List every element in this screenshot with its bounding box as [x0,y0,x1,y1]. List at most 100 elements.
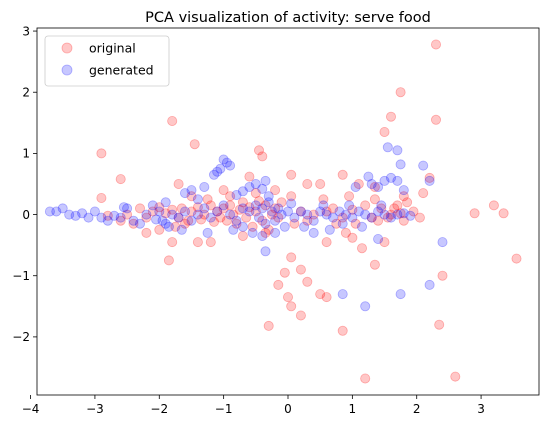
point-generated [89,206,100,217]
point-generated [253,212,264,223]
point-original [176,203,187,214]
point-generated [250,178,261,189]
point-generated [225,160,236,171]
series-original [96,39,522,384]
point-generated [128,215,139,226]
point-original [286,252,297,263]
point-original [225,200,236,211]
point-generated [109,210,120,221]
point-generated [244,206,255,217]
point-generated [244,181,255,192]
point-generated [379,175,390,186]
legend-label-generated: generated [89,63,154,78]
point-original [205,200,216,211]
point-generated [350,181,361,192]
point-generated [289,212,300,223]
point-generated [308,227,319,238]
point-original [469,208,480,219]
point-original [231,218,242,229]
point-generated [337,218,348,229]
point-generated [163,221,174,232]
point-generated [308,215,319,226]
point-generated [276,209,287,220]
point-generated [373,181,384,192]
point-original [328,203,339,214]
point-generated [64,209,75,220]
point-generated [228,224,239,235]
point-generated [257,183,268,194]
x-tick-label: 3 [477,402,485,416]
point-generated [376,200,387,211]
point-original [253,196,264,207]
point-original [331,218,342,229]
point-original [102,210,113,221]
x-tick-label: −2 [150,402,168,416]
point-generated [392,175,403,186]
point-original [385,209,396,220]
point-original [430,39,441,50]
point-generated [392,145,403,156]
point-generated [347,212,358,223]
point-generated [237,186,248,197]
legend-label-original: original [89,41,136,56]
point-original [385,111,396,122]
point-original [337,325,348,336]
series-generated [44,142,448,312]
point-generated [321,209,332,220]
point-generated [282,206,293,217]
point-original [128,218,139,229]
point-generated [398,208,409,219]
point-original [356,243,367,254]
point-generated [237,221,248,232]
point-generated [186,185,197,196]
point-original [289,218,300,229]
point-generated [302,209,313,220]
point-original [308,209,319,220]
point-generated [167,209,178,220]
point-generated [186,215,197,226]
point-generated [318,200,329,211]
point-generated [337,289,348,300]
point-original [263,320,274,331]
point-original [228,209,239,220]
point-original [347,204,358,215]
point-original [173,178,184,189]
point-generated [360,209,371,220]
point-original [418,188,429,199]
point-original [373,215,384,226]
point-generated [147,200,158,211]
point-generated [385,172,396,183]
point-generated [299,221,310,232]
point-generated [192,194,203,205]
point-original [192,202,203,213]
point-original [154,224,165,235]
point-original [286,301,297,312]
point-original [199,209,210,220]
point-original [450,371,461,382]
point-original [237,197,248,208]
y-tick-label: 0 [22,208,30,222]
point-original [189,139,200,150]
point-original [96,192,107,203]
point-original [263,224,274,235]
point-generated [373,206,384,217]
point-original [382,212,393,223]
point-generated [356,221,367,232]
point-original [408,206,419,217]
point-generated [260,175,271,186]
point-original [437,270,448,281]
x-tick-label: −3 [86,402,104,416]
point-generated [379,209,390,220]
point-original [260,227,271,238]
point-generated [247,227,258,238]
point-original [360,200,371,211]
point-original [167,237,178,248]
point-original [395,208,406,219]
point-original [134,203,145,214]
point-original [376,203,387,214]
y-axis: −2 −1 0 1 2 3 [12,24,37,344]
point-generated [160,197,171,208]
point-original [167,204,178,215]
point-generated [122,203,133,214]
point-original [353,178,364,189]
